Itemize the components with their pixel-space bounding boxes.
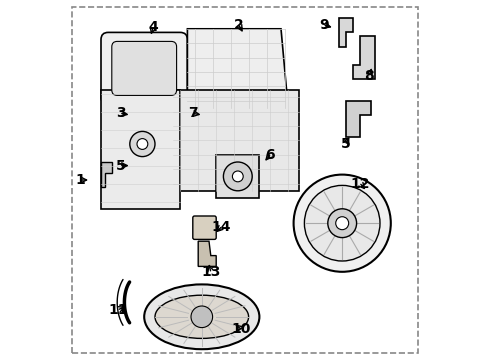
Text: 9: 9 — [319, 18, 329, 32]
Text: 14: 14 — [212, 220, 231, 234]
Circle shape — [294, 175, 391, 272]
Ellipse shape — [144, 284, 259, 349]
Text: 10: 10 — [232, 323, 251, 336]
Circle shape — [336, 217, 349, 230]
Polygon shape — [173, 90, 299, 191]
FancyBboxPatch shape — [101, 32, 187, 104]
Circle shape — [232, 171, 243, 182]
Polygon shape — [198, 241, 216, 266]
Text: 3: 3 — [116, 107, 125, 120]
Text: 1: 1 — [75, 173, 85, 187]
Polygon shape — [101, 90, 180, 209]
Circle shape — [328, 209, 357, 238]
Circle shape — [304, 185, 380, 261]
Text: 13: 13 — [201, 265, 220, 279]
Circle shape — [191, 306, 213, 328]
Polygon shape — [346, 101, 371, 137]
Polygon shape — [187, 29, 288, 108]
Polygon shape — [101, 162, 112, 187]
Text: 6: 6 — [266, 148, 275, 162]
Text: 4: 4 — [148, 20, 158, 34]
Polygon shape — [353, 36, 374, 79]
Circle shape — [130, 131, 155, 157]
Text: 7: 7 — [188, 107, 197, 120]
Polygon shape — [339, 18, 353, 47]
FancyBboxPatch shape — [112, 41, 176, 95]
Circle shape — [223, 162, 252, 191]
Text: 2: 2 — [234, 18, 244, 32]
Text: 11: 11 — [108, 303, 128, 316]
Text: 5: 5 — [116, 159, 125, 172]
Text: 12: 12 — [350, 177, 370, 190]
Circle shape — [137, 139, 148, 149]
Text: 8: 8 — [365, 69, 374, 82]
Text: 5: 5 — [341, 137, 351, 151]
FancyBboxPatch shape — [193, 216, 216, 239]
Polygon shape — [216, 155, 259, 198]
Ellipse shape — [155, 295, 248, 338]
